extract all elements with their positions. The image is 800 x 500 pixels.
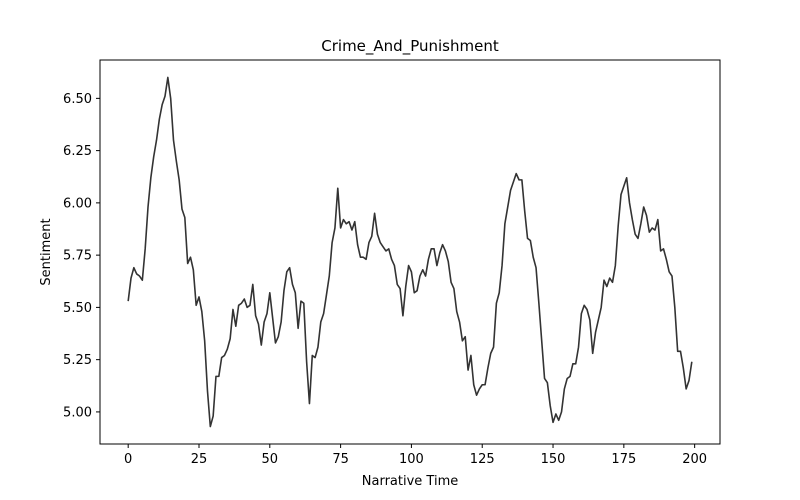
y-tick-label: 5.25 (63, 353, 92, 368)
x-axis-label: Narrative Time (362, 474, 458, 489)
y-axis-label: Sentiment (39, 218, 54, 285)
x-tick-label: 0 (124, 452, 132, 467)
chart-title: Crime_And_Punishment (321, 37, 499, 56)
y-tick-label: 6.50 (63, 92, 92, 107)
y-tick-label: 5.50 (63, 301, 92, 316)
x-tick-label: 50 (262, 452, 279, 467)
x-tick-label: 200 (682, 452, 707, 467)
x-tick-label: 175 (611, 452, 636, 467)
plot-frame (99, 59, 721, 445)
y-tick-label: 6.25 (63, 144, 92, 159)
x-tick-label: 75 (332, 452, 349, 467)
y-tick-label: 5.00 (63, 405, 92, 420)
x-tick-label: 25 (191, 452, 208, 467)
y-tick-label: 6.00 (63, 196, 92, 211)
x-tick-label: 100 (399, 452, 424, 467)
x-tick-label: 125 (470, 452, 495, 467)
x-tick-label: 150 (541, 452, 566, 467)
data-line (127, 76, 693, 428)
y-tick-label: 5.75 (63, 249, 92, 264)
